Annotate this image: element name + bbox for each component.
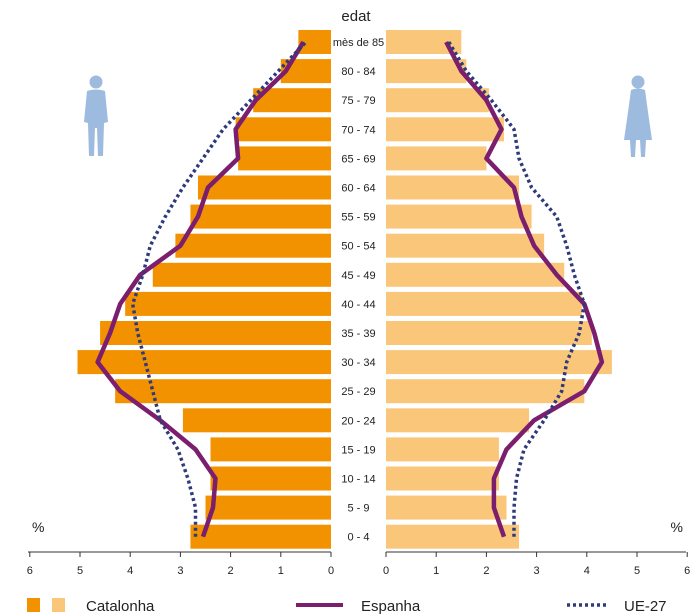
bar-male-10 bbox=[175, 233, 331, 258]
age-label-7: 35 - 39 bbox=[341, 328, 375, 340]
bar-female-3 bbox=[386, 437, 499, 462]
bar-female-16 bbox=[386, 59, 467, 84]
age-label-9: 45 - 49 bbox=[341, 270, 375, 282]
bar-male-1 bbox=[205, 495, 331, 520]
age-label-5: 25 - 29 bbox=[341, 386, 375, 398]
line-espanha-left bbox=[95, 40, 306, 538]
unit-label-right: % bbox=[671, 519, 683, 535]
tick-label-left-6: 6 bbox=[27, 565, 33, 577]
age-label-1: 5 - 9 bbox=[347, 503, 369, 515]
bar-male-3 bbox=[210, 437, 331, 462]
line-ue27-right bbox=[447, 41, 587, 537]
bar-male-8 bbox=[125, 291, 332, 316]
age-label-10: 50 - 54 bbox=[341, 241, 375, 253]
bar-female-11 bbox=[386, 204, 532, 229]
age-label-16: 80 - 84 bbox=[341, 66, 375, 78]
bar-female-12 bbox=[386, 175, 520, 200]
tick-label-right-4: 4 bbox=[584, 565, 590, 577]
bar-female-4 bbox=[386, 408, 530, 433]
age-label-11: 55 - 59 bbox=[341, 212, 375, 224]
legend-swatch-catalonha-male bbox=[27, 598, 40, 612]
tick-label-right-3: 3 bbox=[534, 565, 540, 577]
tick-label-left-1: 1 bbox=[278, 565, 284, 577]
legend-label-espanha: Espanha bbox=[361, 598, 421, 614]
chart-title: edat bbox=[341, 8, 371, 25]
tick-label-right-6: 6 bbox=[684, 565, 690, 577]
tick-label-right-5: 5 bbox=[634, 565, 640, 577]
bar-female-13 bbox=[386, 146, 487, 171]
line-espanha-right bbox=[444, 40, 605, 538]
male-bars bbox=[77, 30, 332, 549]
age-label-15: 75 - 79 bbox=[341, 95, 375, 107]
tick-label-right-1: 1 bbox=[433, 565, 439, 577]
age-label-3: 15 - 19 bbox=[341, 444, 375, 456]
bar-female-14 bbox=[386, 117, 504, 142]
bar-female-1 bbox=[386, 495, 507, 520]
bar-female-6 bbox=[386, 350, 612, 375]
bar-male-2 bbox=[210, 466, 331, 491]
bar-male-12 bbox=[197, 175, 331, 200]
age-label-0: 0 - 4 bbox=[347, 532, 369, 544]
age-label-4: 20 - 24 bbox=[341, 415, 375, 427]
tick-label-left-3: 3 bbox=[177, 565, 183, 577]
woman-icon bbox=[624, 75, 652, 157]
bar-male-6 bbox=[77, 350, 332, 375]
bar-female-2 bbox=[386, 466, 499, 491]
age-label-8: 40 - 44 bbox=[341, 299, 375, 311]
bar-female-0 bbox=[386, 524, 520, 549]
man-icon bbox=[84, 75, 108, 156]
age-label-2: 10 - 14 bbox=[341, 474, 375, 486]
bar-male-0 bbox=[190, 524, 331, 549]
age-label-17: mès de 85 bbox=[333, 37, 384, 49]
tick-label-left-5: 5 bbox=[77, 565, 83, 577]
female-bars bbox=[386, 30, 612, 549]
bar-male-5 bbox=[115, 379, 331, 404]
age-labels: 0 - 4 5 - 9 10 - 14 15 - 19 20 - 24 25 - 29 30… bbox=[333, 37, 384, 544]
bar-male-13 bbox=[238, 146, 331, 171]
age-label-13: 65 - 69 bbox=[341, 153, 375, 165]
tick-label-left-4: 4 bbox=[127, 565, 133, 577]
bar-female-9 bbox=[386, 262, 565, 287]
age-label-14: 70 - 74 bbox=[341, 124, 375, 136]
tick-label-right-0: 0 bbox=[383, 565, 389, 577]
series-lines bbox=[95, 40, 605, 538]
age-label-12: 60 - 64 bbox=[341, 183, 375, 195]
bar-male-11 bbox=[190, 204, 331, 229]
bar-female-7 bbox=[386, 321, 592, 345]
bar-male-4 bbox=[182, 408, 331, 433]
tick-label-left-2: 2 bbox=[228, 565, 234, 577]
bar-female-8 bbox=[386, 291, 582, 316]
bar-male-14 bbox=[235, 117, 331, 142]
tick-label-left-0: 0 bbox=[328, 565, 334, 577]
legend-label-catalonha: Catalonha bbox=[86, 598, 155, 614]
bar-female-15 bbox=[386, 88, 489, 113]
x-axis-ticks: 6 5 4 3 2 1 0 0 1 2 3 4 5 6 bbox=[27, 552, 690, 577]
bar-female-5 bbox=[386, 379, 585, 404]
legend: Catalonha Espanha UE-27 bbox=[27, 598, 667, 614]
legend-swatch-catalonha-female bbox=[52, 598, 65, 612]
age-label-6: 30 - 34 bbox=[341, 357, 375, 369]
unit-label-left: % bbox=[32, 519, 44, 535]
legend-label-ue27: UE-27 bbox=[624, 598, 667, 614]
bar-male-9 bbox=[152, 262, 331, 287]
line-ue27-left bbox=[130, 40, 308, 537]
tick-label-right-2: 2 bbox=[483, 565, 489, 577]
bar-female-10 bbox=[386, 233, 545, 258]
